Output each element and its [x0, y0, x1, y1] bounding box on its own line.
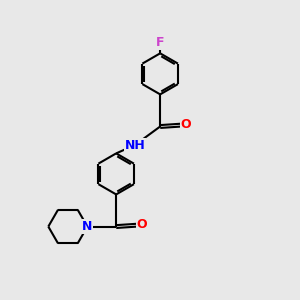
Text: O: O [136, 218, 147, 231]
Text: O: O [180, 118, 191, 131]
Text: N: N [82, 220, 93, 233]
Text: NH: NH [124, 139, 145, 152]
Text: F: F [156, 36, 164, 49]
